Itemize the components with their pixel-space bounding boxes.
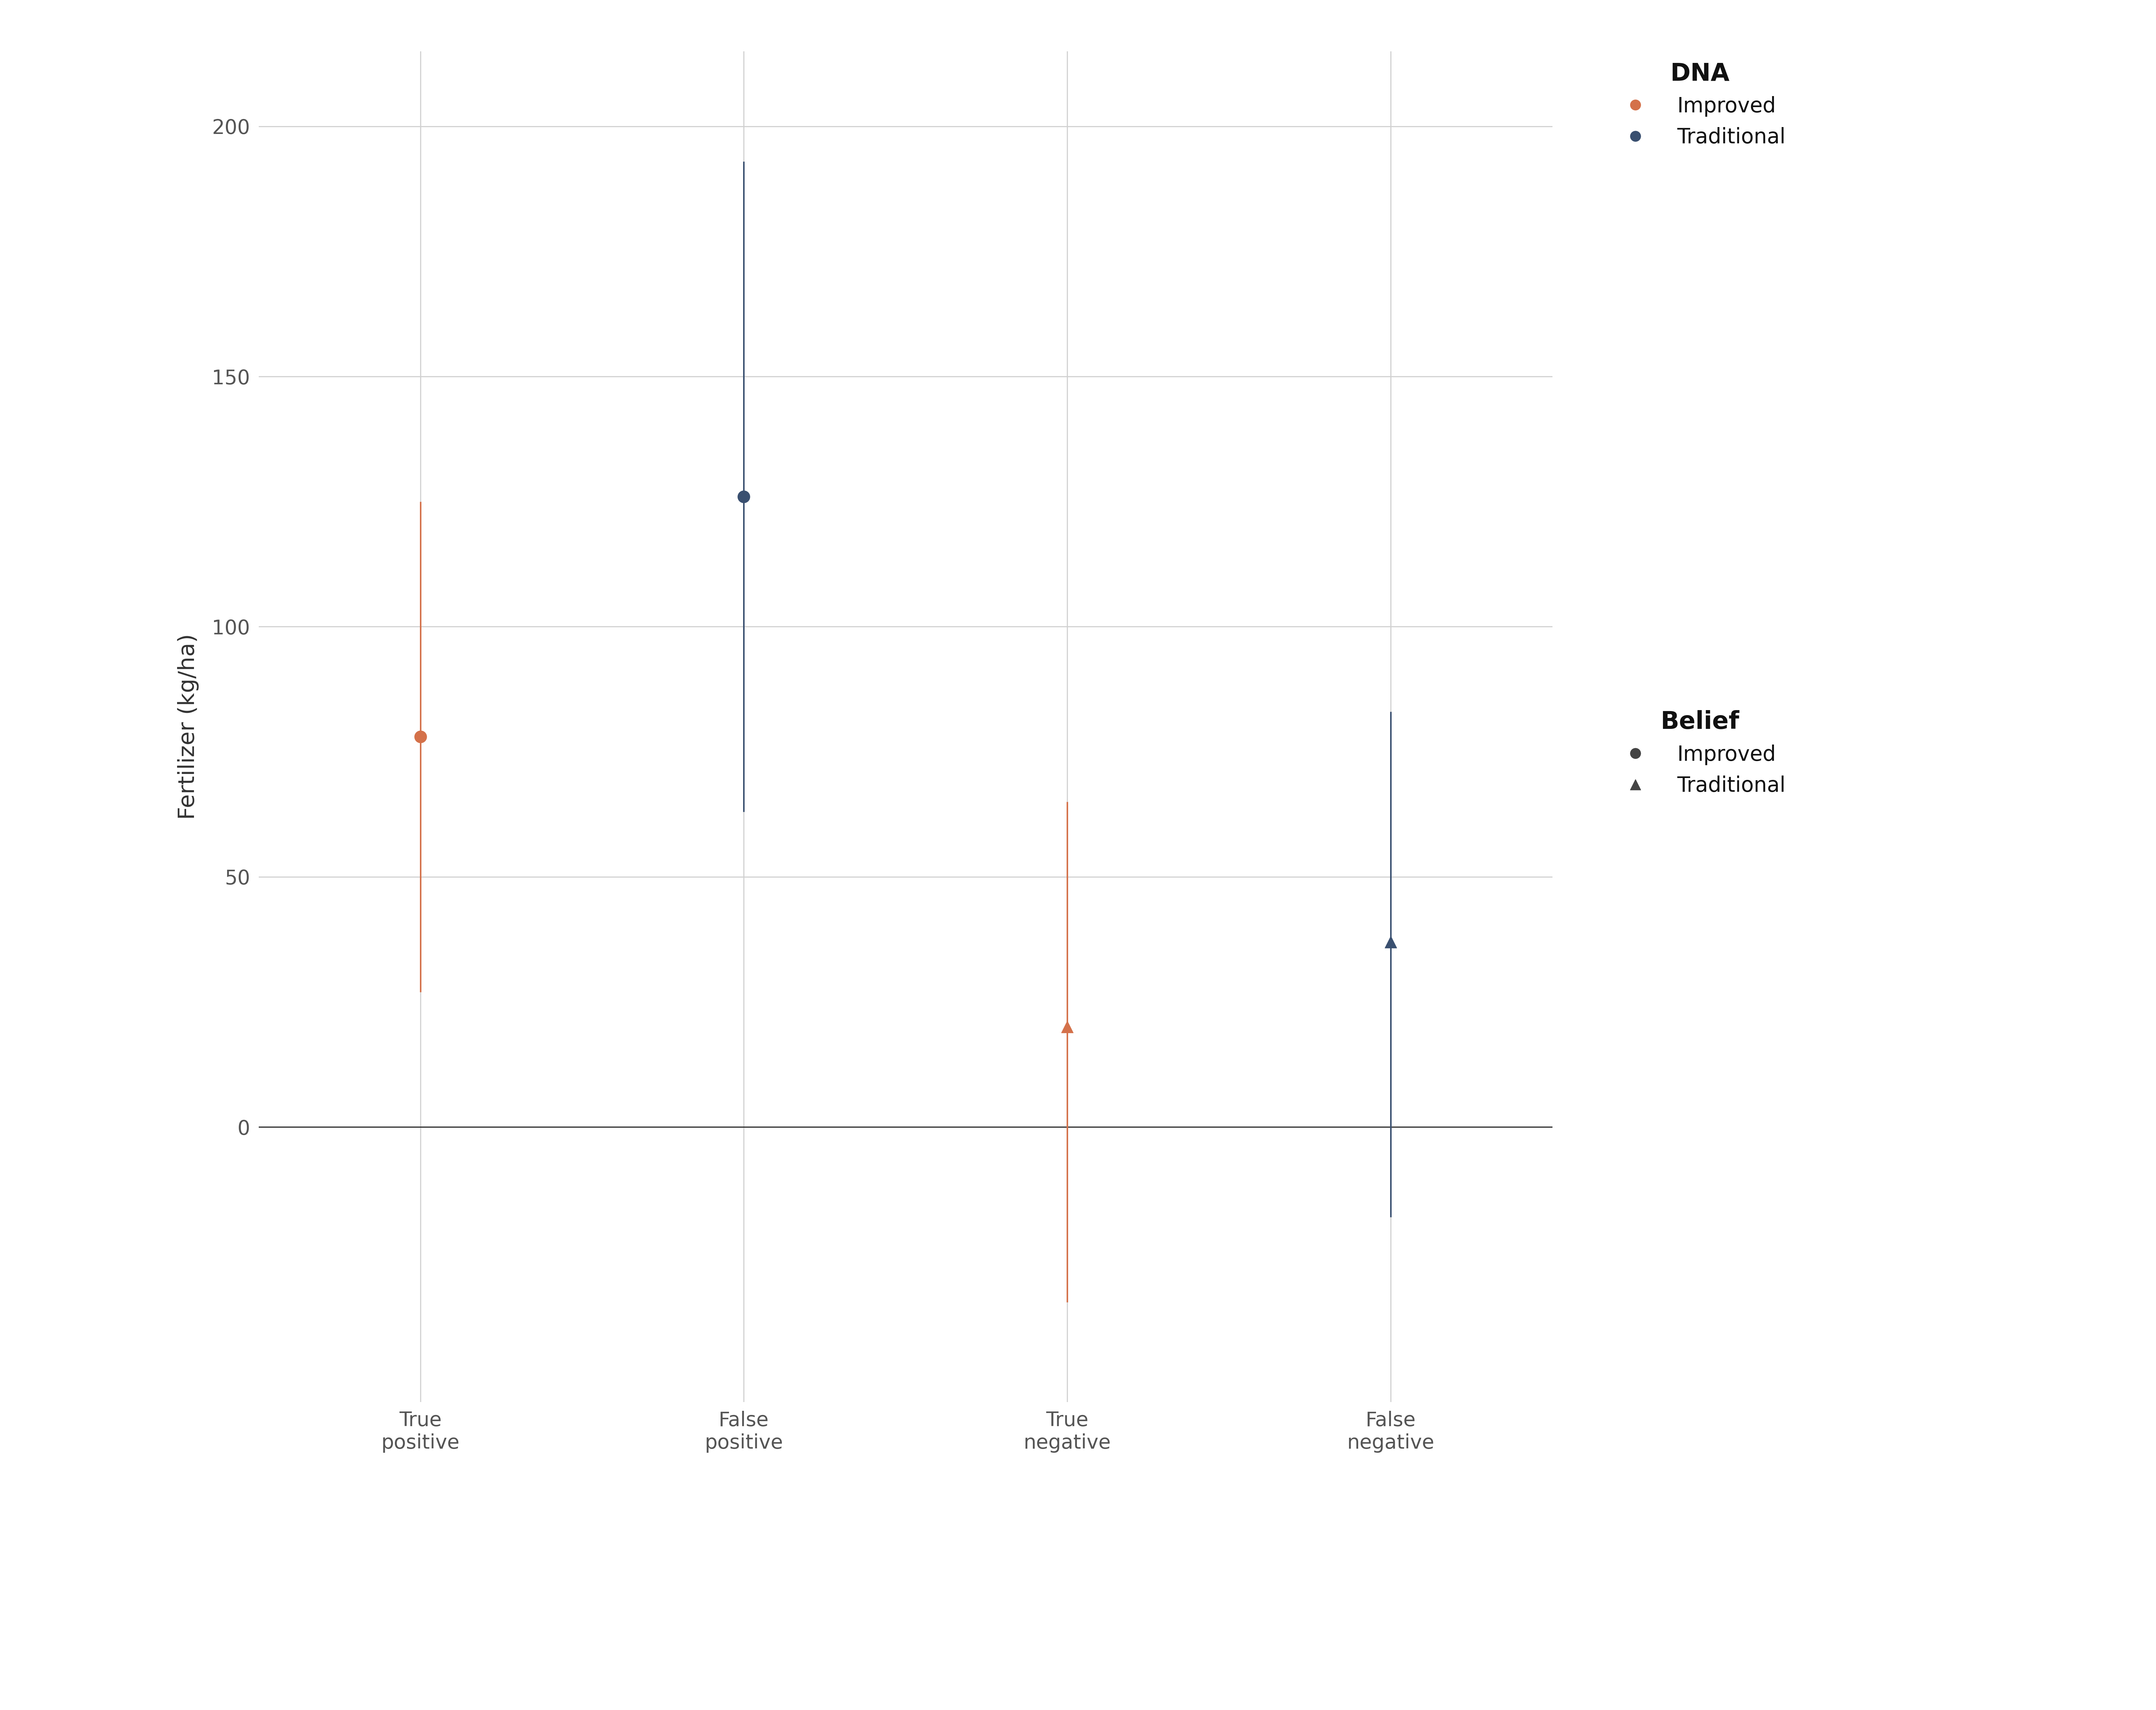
Legend: Improved, Traditional: Improved, Traditional xyxy=(1615,710,1785,797)
Y-axis label: Fertilizer (kg/ha): Fertilizer (kg/ha) xyxy=(177,634,198,819)
